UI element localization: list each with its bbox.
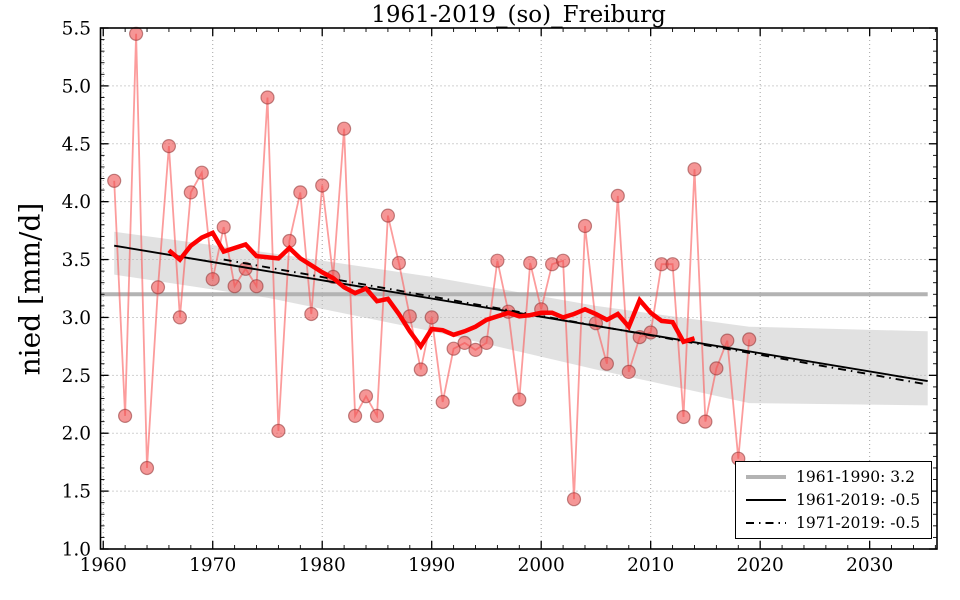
x-tick-label: 2000 — [518, 555, 565, 576]
x-tick-labels: 1960 1970 1980 1990 2000 2010 2020 2030 — [80, 555, 894, 576]
y-axis-label: nied [mm/d] — [13, 202, 47, 376]
y-tick-label: 1.5 — [62, 482, 91, 503]
solid-line-swatch — [746, 498, 786, 501]
x-tick-label: 1990 — [408, 555, 455, 576]
legend-row-trend-1961: 1961-2019: -0.5 — [736, 489, 931, 511]
x-tick-label: 1980 — [299, 555, 346, 576]
legend-label: 1961-1990: 3.2 — [796, 468, 915, 487]
gray-line-swatch — [746, 475, 786, 480]
dashdot-line-swatch — [746, 521, 786, 524]
grid-lines — [100, 27, 937, 550]
y-tick-label: 2.5 — [62, 366, 91, 387]
y-tick-label: 5.0 — [62, 76, 91, 97]
x-tick-label: 1970 — [189, 555, 236, 576]
y-tick-label: 3.0 — [62, 308, 91, 329]
y-tick-label: 2.0 — [62, 424, 91, 445]
plot-frame — [99, 27, 938, 550]
legend-box: 1961-1990: 3.2 1961-2019: -0.5 1971-2019… — [735, 461, 932, 539]
legend-label: 1961-2019: -0.5 — [796, 490, 921, 509]
y-tick-label: 5.5 — [62, 19, 91, 40]
confidence-band — [114, 231, 928, 406]
y-tick-label: 1.0 — [62, 540, 91, 561]
trend-lines — [114, 244, 928, 386]
y-tick-label: 4.5 — [62, 134, 91, 155]
legend-label: 1971-2019: -0.5 — [796, 513, 921, 532]
x-tick-label: 2020 — [737, 555, 784, 576]
chart-title: 1961-2019_(so)_Freiburg — [371, 2, 666, 28]
x-tick-label: 2010 — [627, 555, 674, 576]
running-mean-line — [167, 230, 696, 351]
axis-ticks — [100, 27, 937, 550]
legend-row-reference: 1961-1990: 3.2 — [736, 466, 931, 488]
y-tick-label: 4.0 — [62, 192, 91, 213]
x-tick-label: 2030 — [846, 555, 893, 576]
legend-row-trend-1971: 1971-2019: -0.5 — [736, 512, 931, 534]
y-tick-label: 3.5 — [62, 250, 91, 271]
x-tick-label: 1960 — [80, 555, 127, 576]
y-tick-labels: 1.0 1.5 2.0 2.5 3.0 3.5 4.0 4.5 5.0 5.5 — [62, 19, 91, 561]
